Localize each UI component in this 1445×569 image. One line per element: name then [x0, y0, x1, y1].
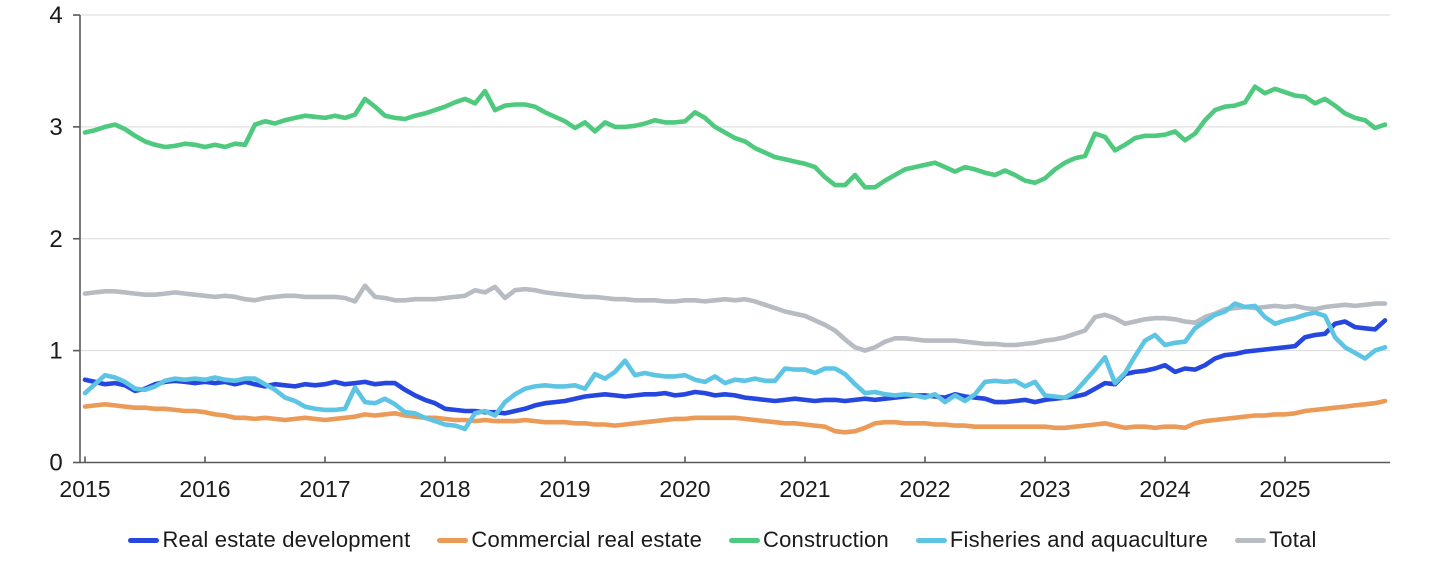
legend-swatch-fisheries-and-aquaculture [915, 537, 947, 543]
x-axis-label: 2017 [299, 476, 350, 502]
x-axis-label: 2021 [779, 476, 830, 502]
series-line-total [82, 283, 1388, 353]
x-axis-label: 2018 [419, 476, 470, 502]
x-axis-label: 2016 [179, 476, 230, 502]
legend-swatch-commercial-real-estate [437, 537, 469, 543]
legend-label: Total [1269, 527, 1317, 552]
x-axis-label: 2015 [59, 476, 110, 502]
legend-label: Fisheries and aquaculture [949, 527, 1209, 552]
x-axis-label: 2020 [659, 476, 710, 502]
series-line-commercial-real-estate [82, 398, 1388, 435]
chart-legend: Real estate development Commercial real e… [0, 520, 1445, 560]
legend-label: Real estate development [162, 527, 411, 552]
series-line-construction [82, 84, 1388, 190]
y-axis-label: 0 [49, 450, 62, 477]
legend-item-total[interactable]: Total [1235, 527, 1316, 553]
series-line-real-estate-development [82, 318, 1388, 416]
legend-item-real-estate-development[interactable]: Real estate development [128, 527, 410, 553]
x-axis-label: 2019 [539, 476, 590, 502]
legend-item-fisheries-and-aquaculture[interactable]: Fisheries and aquaculture [915, 527, 1209, 553]
x-axis-label: 2025 [1259, 476, 1310, 502]
legend-swatch-real-estate-development [128, 537, 160, 543]
legend-label: Commercial real estate [471, 527, 703, 552]
legend-swatch-total [1235, 537, 1267, 543]
y-axis-label: 3 [49, 114, 62, 141]
y-axis-label: 4 [49, 2, 62, 29]
legend-item-construction[interactable]: Construction [729, 527, 889, 553]
series-line-fisheries-and-aquaculture [82, 301, 1388, 432]
plot-area: 0 1 2 3 4 2015 2016 2017 2018 2019 2020 2021 2022 202… [49, 2, 1390, 502]
y-axis-label: 2 [49, 226, 62, 253]
legend-label: Construction [763, 527, 889, 552]
x-axis-label: 2023 [1019, 476, 1070, 502]
x-axis-label: 2024 [1139, 476, 1190, 502]
x-axis-label: 2022 [899, 476, 950, 502]
y-axis-label: 1 [49, 338, 62, 365]
legend-item-commercial-real-estate[interactable]: Commercial real estate [437, 527, 702, 553]
legend-swatch-construction [729, 537, 761, 543]
